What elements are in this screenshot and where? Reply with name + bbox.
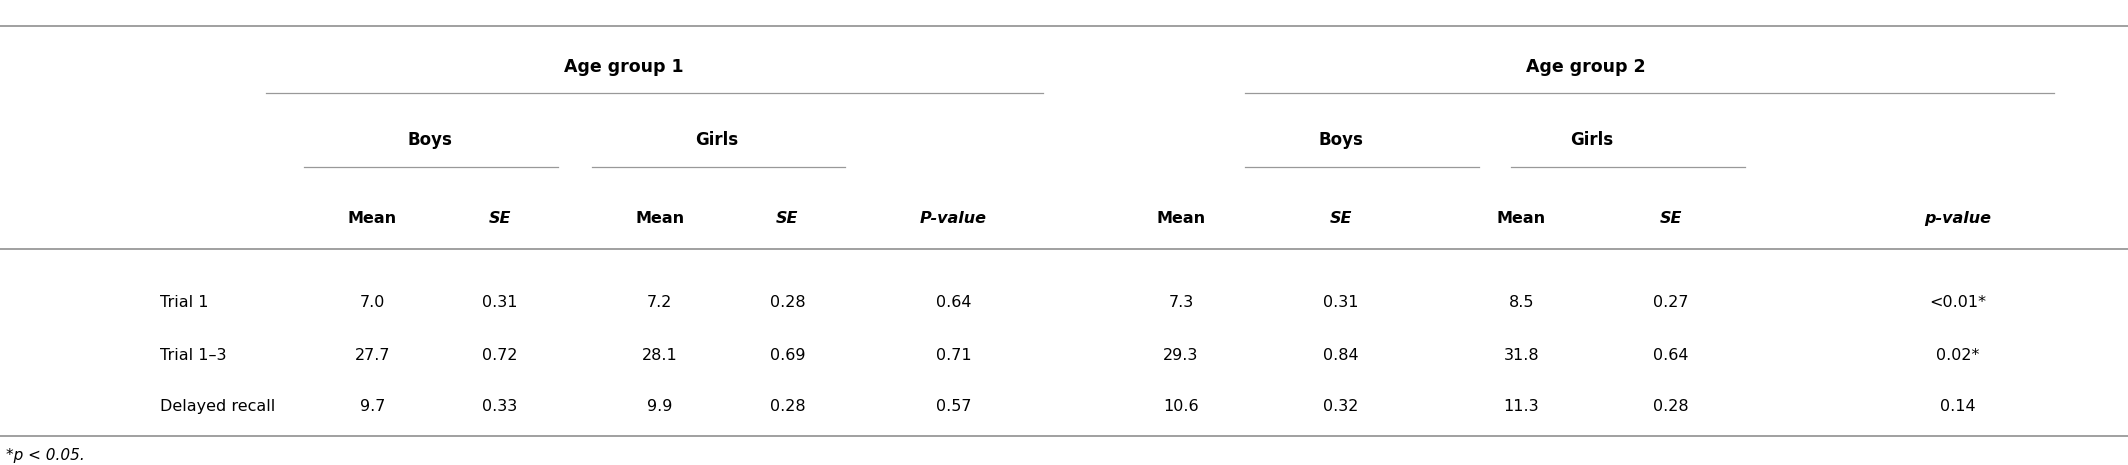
Text: 7.0: 7.0	[360, 295, 385, 310]
Text: P-value: P-value	[919, 211, 987, 226]
Text: Boys: Boys	[406, 131, 453, 148]
Text: 0.27: 0.27	[1653, 295, 1688, 310]
Text: 11.3: 11.3	[1504, 399, 1539, 414]
Text: 0.71: 0.71	[936, 348, 970, 363]
Text: SE: SE	[489, 211, 511, 226]
Text: 0.28: 0.28	[1653, 399, 1688, 414]
Text: 0.28: 0.28	[770, 295, 804, 310]
Text: SE: SE	[1660, 211, 1681, 226]
Text: 31.8: 31.8	[1504, 348, 1539, 363]
Text: 7.2: 7.2	[647, 295, 672, 310]
Text: Mean: Mean	[347, 211, 398, 226]
Text: 7.3: 7.3	[1168, 295, 1194, 310]
Text: Mean: Mean	[1496, 211, 1547, 226]
Text: Mean: Mean	[634, 211, 685, 226]
Text: 8.5: 8.5	[1509, 295, 1534, 310]
Text: 0.64: 0.64	[1653, 348, 1688, 363]
Text: 9.7: 9.7	[360, 399, 385, 414]
Text: 9.9: 9.9	[647, 399, 672, 414]
Text: 0.33: 0.33	[483, 399, 517, 414]
Text: 0.72: 0.72	[483, 348, 517, 363]
Text: 0.64: 0.64	[936, 295, 970, 310]
Text: 0.02*: 0.02*	[1936, 348, 1979, 363]
Text: 29.3: 29.3	[1164, 348, 1198, 363]
Text: 0.57: 0.57	[936, 399, 970, 414]
Text: 0.28: 0.28	[770, 399, 804, 414]
Text: <0.01*: <0.01*	[1930, 295, 1985, 310]
Text: Trial 1–3: Trial 1–3	[160, 348, 226, 363]
Text: 0.31: 0.31	[1324, 295, 1358, 310]
Text: 0.31: 0.31	[483, 295, 517, 310]
Text: 0.84: 0.84	[1324, 348, 1358, 363]
Text: 0.69: 0.69	[770, 348, 804, 363]
Text: Girls: Girls	[1570, 131, 1613, 148]
Text: Age group 2: Age group 2	[1526, 59, 1645, 76]
Text: 27.7: 27.7	[355, 348, 389, 363]
Text: *p < 0.05.: *p < 0.05.	[6, 448, 85, 463]
Text: Age group 1: Age group 1	[564, 59, 683, 76]
Text: 0.14: 0.14	[1941, 399, 1975, 414]
Text: SE: SE	[1330, 211, 1351, 226]
Text: Boys: Boys	[1317, 131, 1364, 148]
Text: Trial 1: Trial 1	[160, 295, 209, 310]
Text: p-value: p-value	[1924, 211, 1992, 226]
Text: 0.32: 0.32	[1324, 399, 1358, 414]
Text: SE: SE	[777, 211, 798, 226]
Text: Delayed recall: Delayed recall	[160, 399, 275, 414]
Text: 10.6: 10.6	[1164, 399, 1198, 414]
Text: 28.1: 28.1	[643, 348, 677, 363]
Text: Mean: Mean	[1156, 211, 1207, 226]
Text: Girls: Girls	[696, 131, 738, 148]
